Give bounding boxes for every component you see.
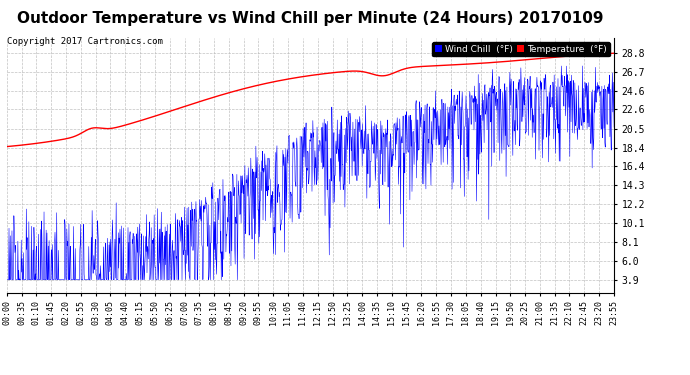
- Text: Copyright 2017 Cartronics.com: Copyright 2017 Cartronics.com: [7, 38, 163, 46]
- Legend: Wind Chill  (°F), Temperature  (°F): Wind Chill (°F), Temperature (°F): [432, 42, 609, 56]
- Text: Outdoor Temperature vs Wind Chill per Minute (24 Hours) 20170109: Outdoor Temperature vs Wind Chill per Mi…: [17, 11, 604, 26]
